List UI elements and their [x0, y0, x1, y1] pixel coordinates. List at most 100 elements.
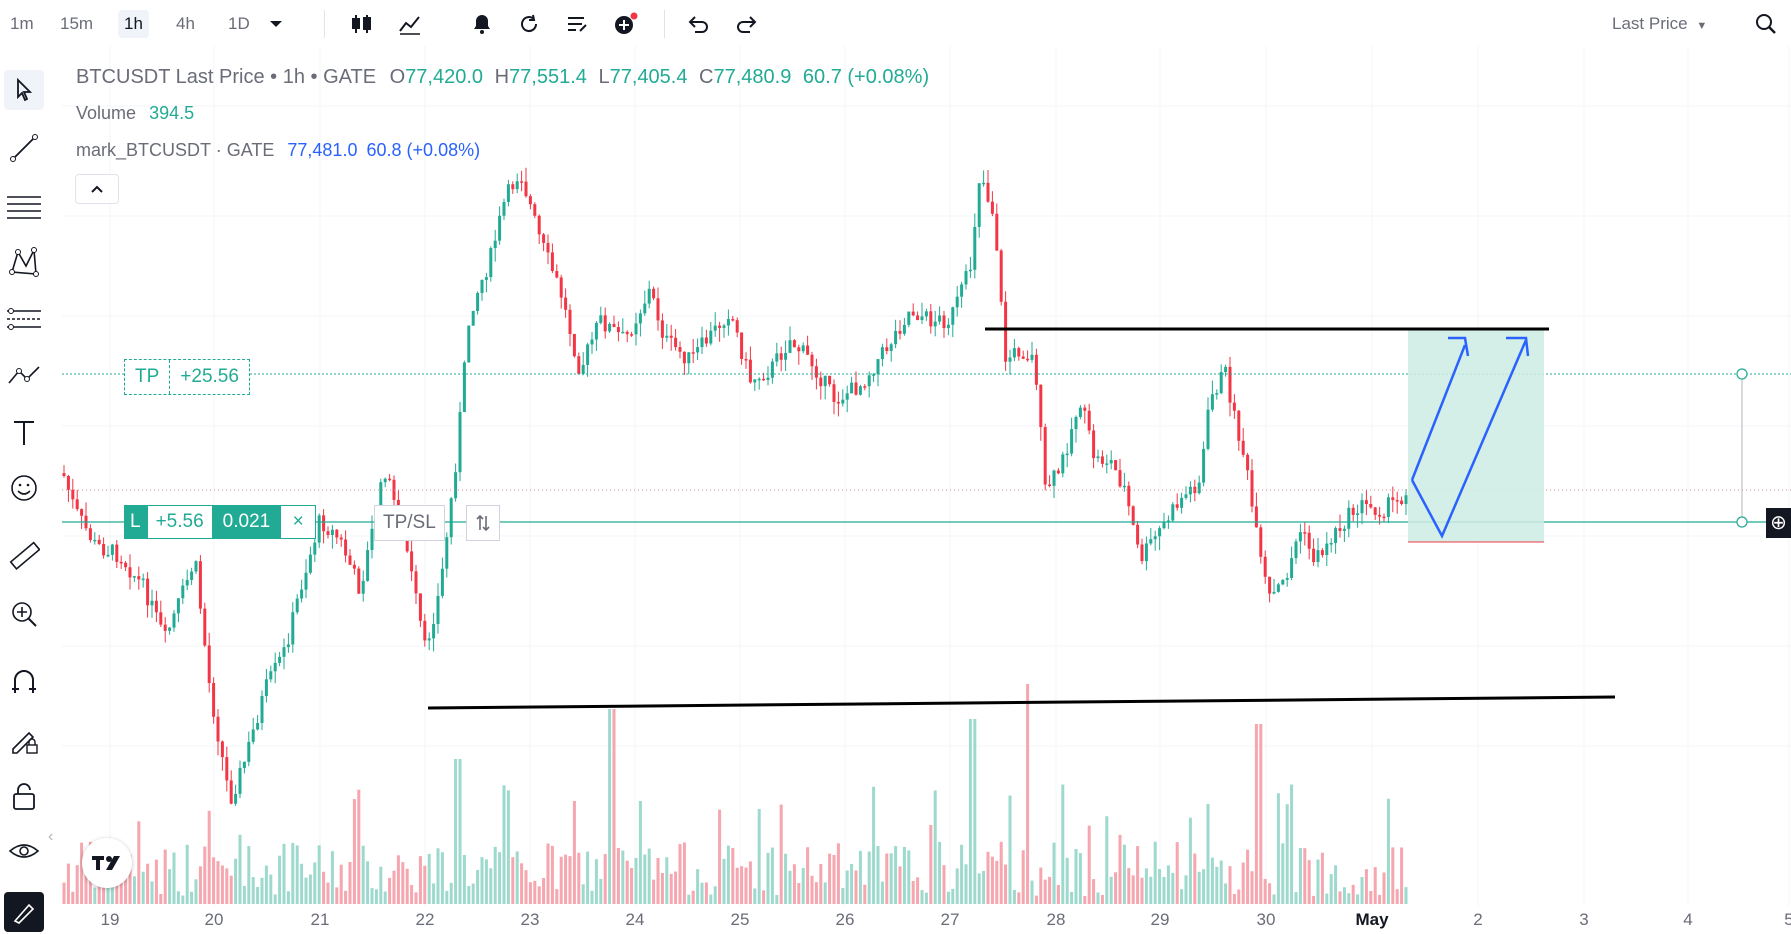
volume-bar [132, 876, 136, 904]
volume-bar [427, 853, 431, 904]
price-chart[interactable] [62, 46, 1791, 906]
candle-body [449, 498, 453, 538]
cursor-icon[interactable] [4, 70, 44, 110]
tpsl-button[interactable]: TP/SL [374, 505, 445, 541]
volume-bar [137, 821, 141, 904]
candle-body [986, 182, 990, 202]
volume-bar [814, 882, 818, 904]
candles-icon[interactable] [348, 10, 376, 38]
time-axis[interactable]: 19 20 21 22 23 24 25 26 27 28 29 30 May 2 3 4 5 [62, 908, 1791, 934]
volume-bar [1017, 892, 1021, 904]
replay-icon[interactable] [515, 10, 543, 38]
candle-body [823, 375, 827, 387]
volume-bar [418, 856, 422, 904]
volume-bar [902, 846, 906, 904]
strategy-icon[interactable] [563, 10, 591, 38]
volume-bar [282, 843, 286, 904]
timeframe-15m[interactable]: 15m [60, 14, 94, 33]
lock-icon[interactable] [4, 776, 44, 816]
candle-body [564, 297, 568, 310]
volume-bar [467, 885, 471, 904]
timeframe-1h[interactable]: 1h [118, 10, 149, 38]
volume-bar [858, 850, 862, 904]
candle-body [550, 252, 554, 272]
lock-drawing-icon[interactable] [4, 720, 44, 760]
zoom-icon[interactable] [4, 594, 44, 634]
volume-bar [106, 883, 110, 904]
drag-handle-icon[interactable] [466, 505, 500, 541]
tradingview-logo[interactable] [82, 838, 132, 888]
candle-body [858, 386, 862, 395]
candle-body [1052, 470, 1056, 486]
position-label[interactable]: L +5.56 0.021 × [124, 505, 317, 539]
indicators-icon[interactable] [396, 10, 424, 38]
volume-bar [845, 870, 849, 904]
candle-body [1056, 470, 1060, 474]
symbol-title[interactable]: BTCUSDT Last Price [76, 66, 265, 88]
volume-bar [357, 789, 361, 904]
timeframe-1m[interactable]: 1m [10, 14, 34, 33]
emoji-icon[interactable] [4, 468, 44, 508]
close-position-button[interactable]: × [280, 505, 317, 539]
volume-label[interactable]: Volume [76, 103, 137, 123]
eye-icon[interactable] [4, 832, 44, 872]
mark-symbol[interactable]: mark_BTCUSDT [76, 140, 211, 160]
volume-bar [608, 709, 612, 904]
alert-icon[interactable] [468, 10, 496, 38]
volume-bar [238, 834, 242, 904]
volume-bar [1312, 895, 1316, 904]
add-order-icon[interactable]: ⊕ [1766, 508, 1791, 538]
chevron-left-icon[interactable]: ‹ [48, 828, 54, 845]
volume-bar [326, 882, 330, 904]
volume-bar [722, 858, 726, 904]
timeframe-4h[interactable]: 4h [176, 14, 195, 33]
candle-body [1061, 454, 1065, 474]
volume-bar [1378, 894, 1382, 904]
candle-body [907, 311, 911, 325]
candle-body [784, 352, 788, 360]
redo-icon[interactable] [732, 10, 760, 38]
chevron-down-icon[interactable] [262, 10, 290, 38]
candle-body [119, 561, 123, 564]
search-icon[interactable] [1752, 10, 1780, 38]
tp-tag: TP [135, 366, 160, 387]
forecast-icon[interactable] [4, 298, 44, 338]
take-profit-label[interactable]: TP +25.56 [124, 359, 250, 395]
candle-body [1364, 500, 1368, 505]
timeframe-1d[interactable]: 1D [228, 14, 250, 33]
candle-body [502, 201, 506, 216]
trendline-icon[interactable] [4, 128, 44, 168]
volume-bar [634, 857, 638, 904]
magnet-icon[interactable] [4, 662, 44, 702]
pattern-icon[interactable] [4, 242, 44, 282]
candle-body [770, 361, 774, 378]
volume-bar [718, 809, 722, 904]
candle-body [744, 358, 748, 361]
volume-bar [854, 870, 858, 904]
candle-body [410, 551, 414, 572]
collapse-legend-button[interactable] [75, 174, 119, 204]
candle-body [1400, 500, 1404, 505]
candle-body [172, 613, 176, 628]
volume-bar [1100, 894, 1104, 904]
undo-icon[interactable] [685, 10, 713, 38]
volume-bar [643, 854, 647, 904]
volume-bar [704, 882, 708, 904]
volume-bar [1325, 893, 1329, 904]
volume-bar [251, 877, 255, 904]
path-icon[interactable] [4, 356, 44, 396]
volume-bar [1039, 867, 1043, 904]
add-icon[interactable] [612, 10, 640, 38]
ruler-icon[interactable] [4, 536, 44, 576]
candle-body [498, 215, 502, 241]
fib-icon[interactable] [4, 186, 44, 226]
price-type-select[interactable]: Last Price ▼ [1612, 10, 1707, 38]
candle-body [1092, 430, 1096, 459]
volume-bar [203, 846, 207, 904]
text-icon[interactable] [4, 412, 44, 452]
volume-bar [564, 854, 568, 904]
volume-bar [1122, 844, 1126, 904]
volume-bar [691, 890, 695, 904]
volume-bar [379, 866, 383, 904]
pencil-icon[interactable] [4, 892, 44, 932]
